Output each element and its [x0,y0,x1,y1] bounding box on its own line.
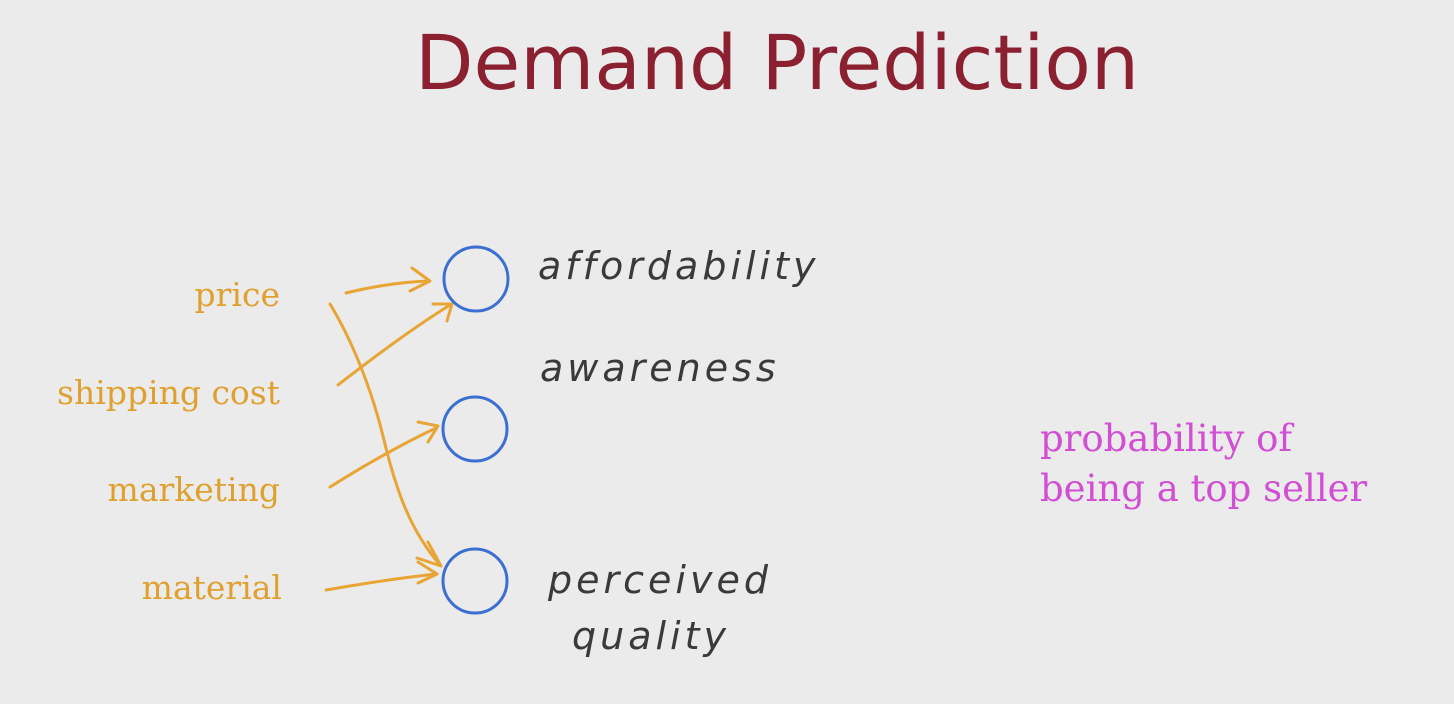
neuron-awareness [441,395,509,463]
arrow-shipping-affordability [336,303,452,387]
output-label-line1: probability of [1040,417,1293,460]
arrowhead-price-perceived [415,540,443,568]
neuron-perceived-quality [441,547,509,615]
arrowhead-shipping-affordability [431,302,454,323]
hidden-label-affordability: affordability [538,244,820,288]
input-label-shipping-cost: shipping cost [57,373,280,412]
arrow-price-affordability [344,279,430,295]
arrow-marketing-awareness [328,426,438,489]
page-title: Demand Prediction [414,18,1139,107]
arrow-material-perceived [324,572,438,592]
output-label-line2: being a top seller [1040,467,1368,510]
arrow-price-perceived [328,302,442,567]
arrowhead-material-perceived [416,560,439,585]
arrowhead-price-affordability [408,266,432,293]
hidden-label-awareness: awareness [540,346,780,390]
hidden-label-quality: quality [572,614,730,658]
input-label-price: price [194,275,280,314]
hidden-label-perceived: perceived [548,558,772,602]
arrowhead-marketing-awareness [416,420,440,444]
output-label: probability of being a top seller [1040,414,1367,514]
neuron-affordability [442,245,510,313]
input-label-material: material [141,568,282,607]
input-label-marketing: marketing [107,470,280,509]
